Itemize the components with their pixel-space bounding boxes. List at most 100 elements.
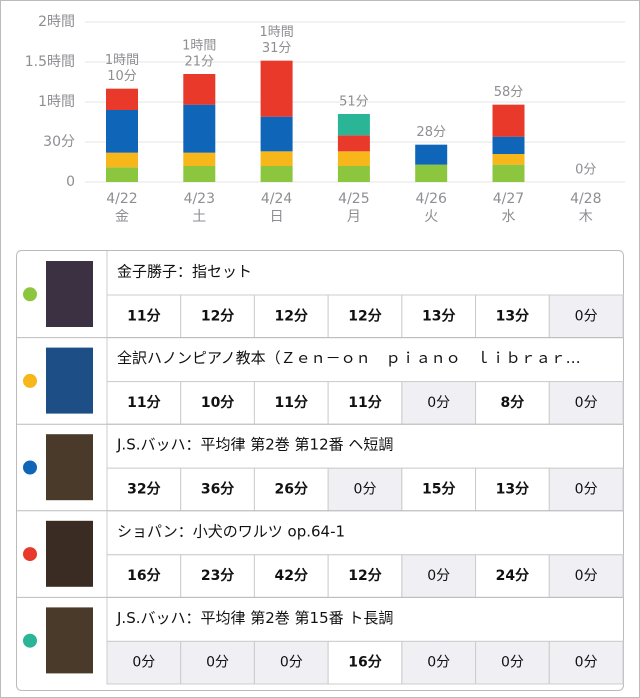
x-tick-label: 4/26 — [415, 191, 447, 207]
legend-dot — [23, 287, 37, 302]
day-cell-value: 0分 — [427, 568, 450, 584]
day-cell — [253, 554, 329, 598]
day-cell-value: 16分 — [127, 568, 160, 584]
y-tick-label: 2時間 — [38, 14, 75, 30]
day-cell-value: 11分 — [348, 395, 381, 411]
thumbnail — [46, 261, 93, 327]
day-cell-value: 11分 — [275, 395, 308, 411]
total-label: 58分 — [494, 85, 524, 100]
day-cell-value: 11分 — [127, 395, 160, 411]
bar-segment — [183, 104, 216, 153]
day-cell-value: 12分 — [348, 308, 381, 324]
day-cell — [401, 294, 477, 339]
day-cell — [327, 640, 403, 685]
x-tick-label: 4/28 — [570, 191, 601, 207]
thumbnail — [46, 347, 93, 414]
bar-segment — [106, 88, 138, 110]
day-cell-value: 0分 — [427, 655, 450, 671]
row-title: J.S.バッハ：平均律 第2巻 第15番 ト長調 — [116, 609, 393, 627]
day-cell — [548, 467, 624, 512]
day-cell — [327, 467, 403, 512]
day-cell — [401, 640, 477, 685]
weekday-label: 木 — [579, 209, 593, 225]
bar-segment — [183, 74, 216, 105]
day-cell — [180, 640, 255, 685]
y-tick-label: 1.5時間 — [25, 54, 75, 70]
row-title: J.S.バッハ：平均律 第2巻 第12番 ヘ短調 — [116, 436, 393, 454]
day-cell — [475, 294, 550, 339]
day-cell-value: 13分 — [496, 308, 529, 324]
total-label: 1時間 — [259, 25, 293, 40]
day-cell — [253, 467, 329, 512]
day-cell — [548, 554, 624, 598]
row-title: 金子勝子：指セット — [117, 263, 252, 281]
bar-segment — [106, 167, 138, 182]
day-cell-value: 12分 — [348, 568, 381, 584]
total-label: 21分 — [185, 55, 215, 70]
day-cell — [401, 554, 477, 598]
y-tick-label: 1時間 — [38, 94, 75, 110]
day-cell — [106, 640, 182, 685]
day-cell-value: 0分 — [575, 655, 598, 671]
day-cell-value: 32分 — [127, 482, 160, 498]
legend-dot — [23, 373, 37, 388]
day-cell-value: 0分 — [280, 655, 303, 671]
day-cell-value: 11分 — [127, 308, 160, 324]
legend-dot — [23, 633, 37, 648]
x-tick-label: 4/27 — [493, 191, 524, 207]
day-cell — [327, 294, 403, 339]
day-cell — [475, 467, 550, 512]
day-cell — [106, 554, 182, 598]
day-cell — [475, 640, 550, 685]
day-cell — [401, 381, 477, 425]
day-cell-value: 16分 — [348, 655, 381, 671]
y-tick-label: 30分 — [43, 134, 75, 150]
day-cell-value: 15分 — [422, 482, 455, 498]
weekday-label: 水 — [502, 209, 516, 225]
bar-segment — [106, 152, 138, 168]
day-cell — [475, 554, 550, 598]
bar-segment — [337, 135, 370, 152]
day-cell-value: 0分 — [427, 395, 450, 411]
thumbnail — [46, 434, 93, 501]
day-cell-value: 10分 — [201, 395, 234, 411]
day-cell — [106, 467, 182, 512]
bar-segment — [492, 164, 525, 182]
day-cell — [106, 381, 182, 425]
weekday-label: 金 — [115, 209, 129, 225]
legend-dot — [23, 460, 37, 475]
day-cell — [401, 467, 477, 512]
day-cell-value: 42分 — [275, 568, 308, 584]
day-cell-value: 0分 — [575, 568, 598, 584]
day-cell-value: 0分 — [501, 655, 524, 671]
bar-segment — [492, 104, 525, 137]
day-cell — [548, 640, 624, 685]
bar-segment — [337, 114, 370, 136]
weekday-label: 火 — [424, 209, 438, 225]
day-cell-value: 0分 — [575, 395, 598, 411]
day-cell — [106, 294, 182, 339]
bar-segment — [260, 116, 293, 152]
row-title: 全訳ハノンピアノ教本（Ｚｅｎ－ｏｎ ｐｉａｎｏ ｌｉｂｒａｒ… — [117, 349, 581, 367]
total-label: 31分 — [262, 41, 292, 56]
bar-segment — [492, 154, 525, 165]
total-label: 10分 — [107, 69, 137, 84]
weekday-label: 土 — [192, 209, 206, 225]
bar-segment — [492, 136, 525, 154]
day-cell — [475, 381, 550, 425]
day-cell-value: 12分 — [201, 308, 234, 324]
bar-segment — [183, 152, 216, 166]
day-cell — [253, 381, 329, 425]
weekday-label: 日 — [270, 209, 284, 225]
legend-dot — [23, 547, 37, 562]
bar-segment — [183, 166, 216, 182]
x-tick-label: 4/24 — [261, 191, 293, 207]
bar-segment — [337, 166, 370, 182]
total-label: 28分 — [416, 125, 446, 140]
day-cell-value: 0分 — [354, 482, 377, 498]
bar-segment — [106, 110, 138, 153]
x-tick-label: 4/22 — [106, 191, 137, 207]
weekday-label: 月 — [347, 209, 361, 225]
total-label: 1時間 — [182, 39, 216, 54]
x-tick-label: 4/23 — [184, 191, 215, 207]
